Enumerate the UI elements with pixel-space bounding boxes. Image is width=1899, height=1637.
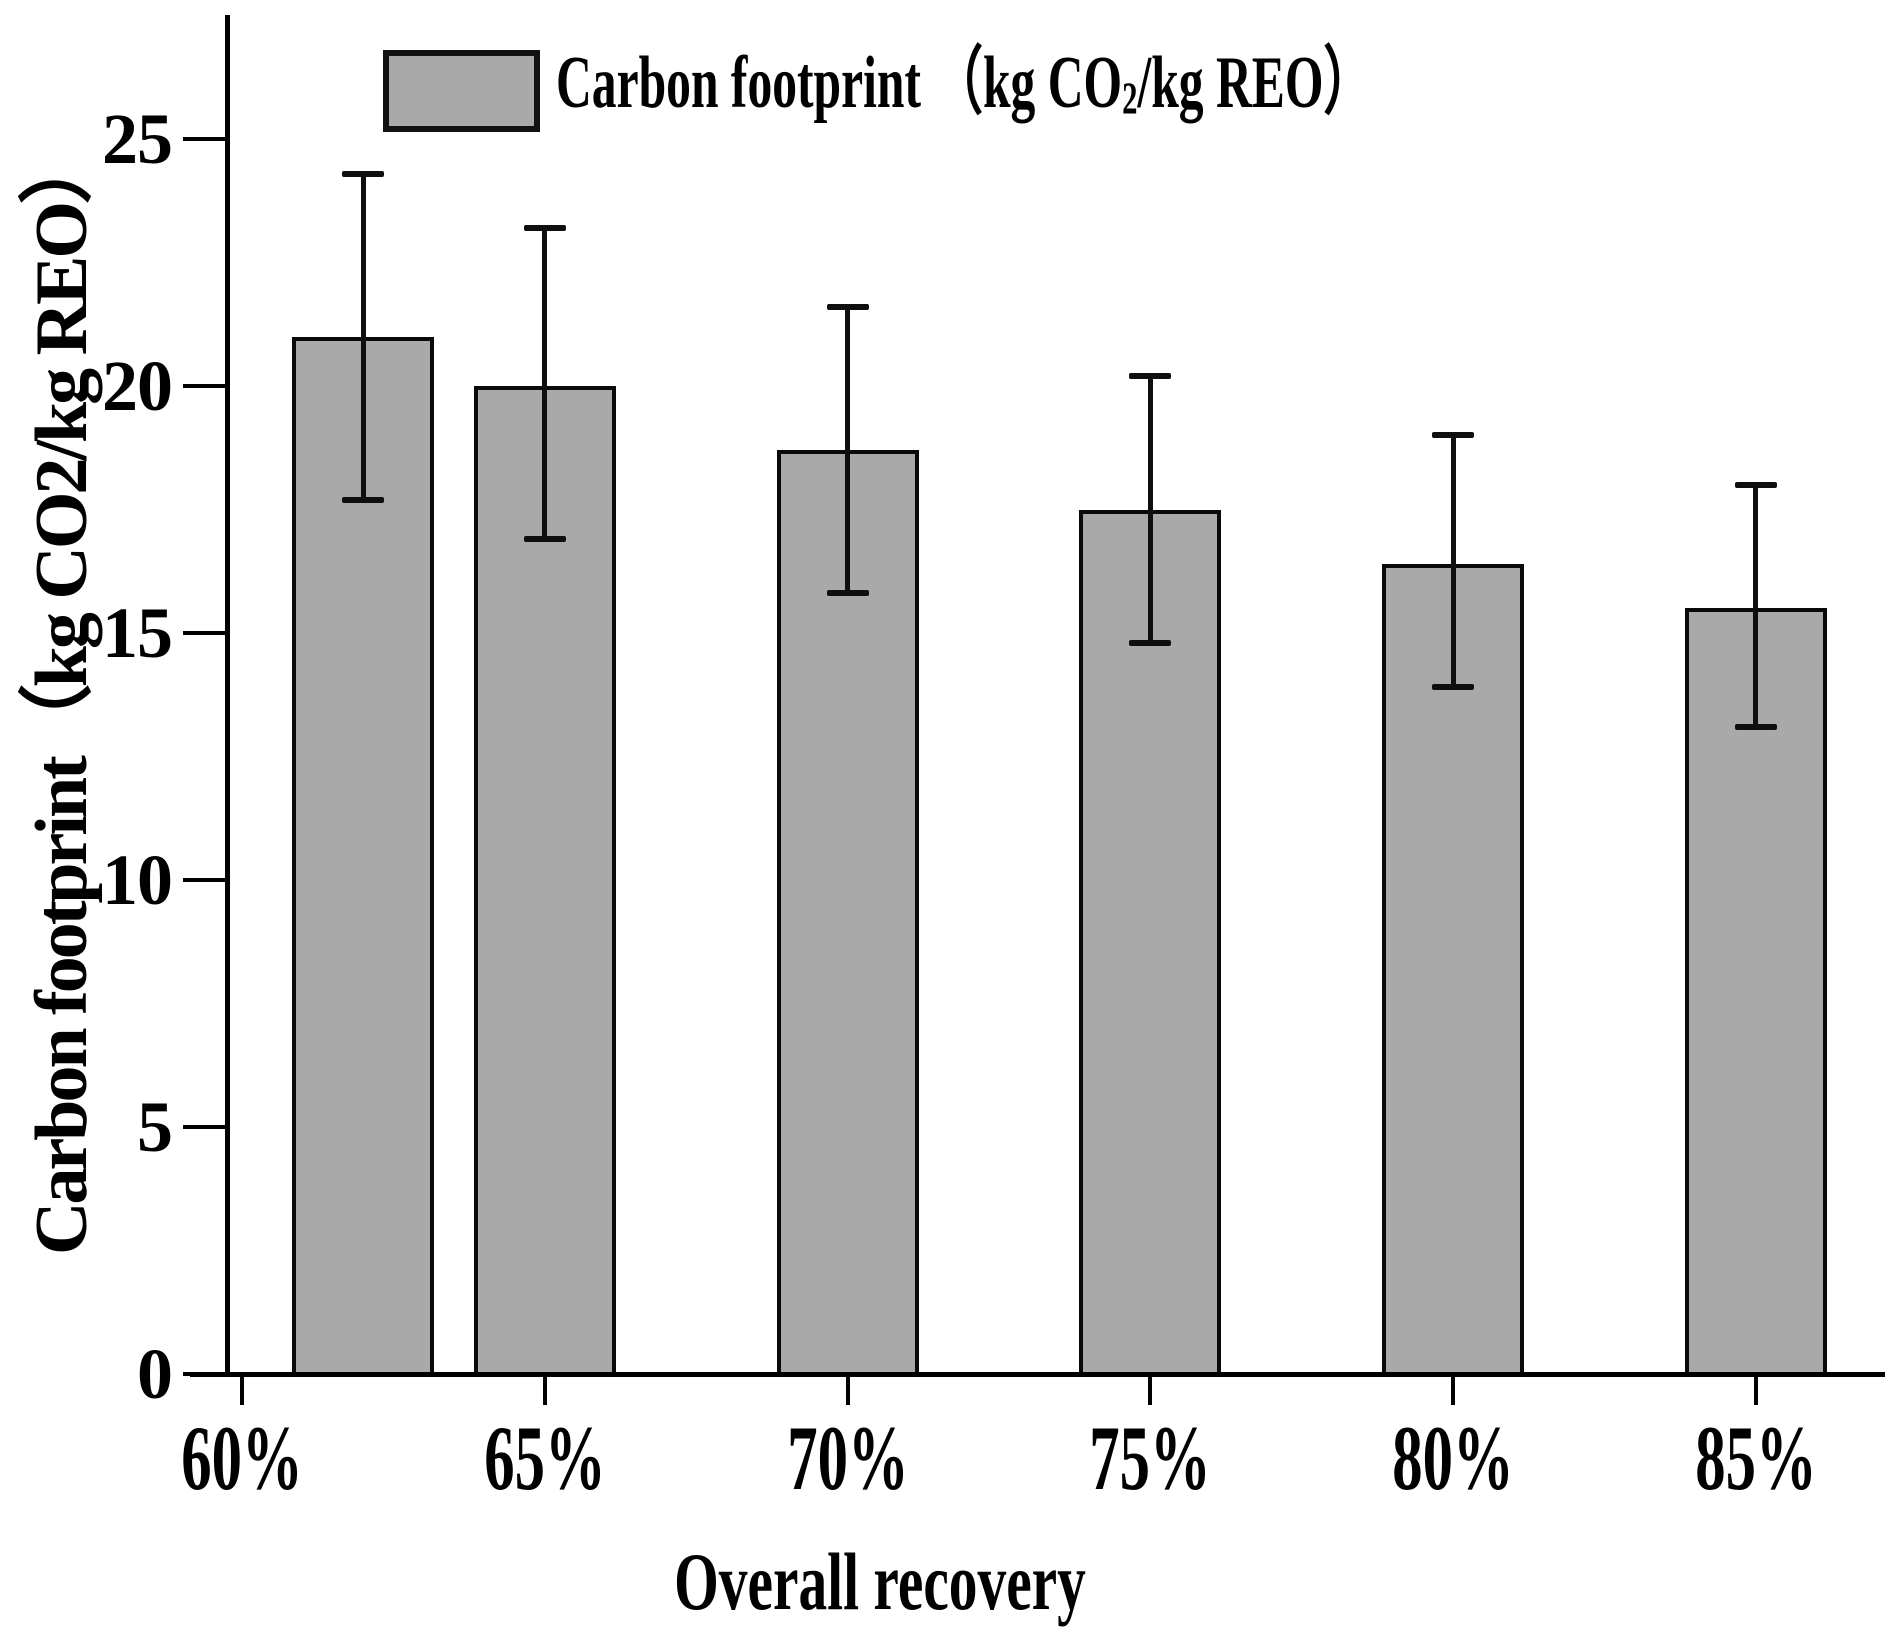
error-bar-cap-bottom <box>1734 723 1777 730</box>
x-axis-line <box>190 1372 1885 1377</box>
y-axis-line <box>225 15 230 1377</box>
error-bar-line <box>542 227 548 540</box>
error-bar-cap-bottom <box>523 536 566 543</box>
y-axis-tick <box>183 384 225 388</box>
error-bar-cap-top <box>1432 432 1474 439</box>
legend-label-prefix: Carbon footprint （kg CO <box>556 42 1123 124</box>
error-bar-cap-bottom <box>342 496 385 503</box>
x-tick-label: 60% <box>181 1407 303 1509</box>
y-tick-label: 20 <box>102 346 173 426</box>
error-bar-cap-top <box>1734 481 1777 488</box>
error-bar-line <box>1753 484 1759 727</box>
x-axis-tick <box>542 1377 547 1405</box>
legend-label-suffix: /kg REO） <box>1137 42 1374 124</box>
y-tick-label: 10 <box>102 840 173 920</box>
x-tick-label: 80% <box>1392 1407 1514 1509</box>
legend-swatch <box>383 49 540 132</box>
x-axis-tick <box>240 1377 244 1405</box>
error-bar-line <box>1450 435 1456 688</box>
error-bar-cap-top <box>523 224 566 231</box>
x-tick-label: 65% <box>484 1407 606 1509</box>
error-bar-line <box>360 173 366 500</box>
x-axis-tick <box>845 1377 850 1405</box>
y-axis-tick <box>183 631 225 635</box>
x-axis-tick <box>1451 1377 1455 1405</box>
y-axis-tick <box>183 878 225 882</box>
error-bar-line <box>1147 376 1153 643</box>
error-bar-cap-top <box>342 170 385 177</box>
y-tick-label: 0 <box>137 1334 173 1414</box>
bar <box>473 386 616 1376</box>
bar <box>1684 608 1827 1376</box>
x-tick-label: 70% <box>786 1407 909 1509</box>
y-tick-label: 25 <box>102 99 173 179</box>
error-bar-cap-top <box>826 303 869 310</box>
bar <box>1079 509 1222 1376</box>
y-tick-label: 5 <box>137 1087 173 1167</box>
error-bar-cap-bottom <box>1129 639 1172 646</box>
legend-label: Carbon footprint （kg CO2/kg REO） <box>556 33 1373 148</box>
legend-label-subscript: 2 <box>1122 72 1138 124</box>
bar <box>292 336 435 1376</box>
y-axis-tick <box>183 137 225 141</box>
x-tick-label: 75% <box>1089 1407 1211 1509</box>
bar <box>1382 563 1524 1376</box>
x-axis-tick <box>1148 1377 1153 1405</box>
error-bar-cap-top <box>1129 373 1172 380</box>
x-axis-tick <box>1753 1377 1758 1405</box>
bar <box>776 450 919 1376</box>
legend: Carbon footprint （kg CO2/kg REO） <box>383 33 1775 148</box>
y-axis-tick <box>183 1125 225 1129</box>
x-tick-label: 85% <box>1695 1407 1817 1509</box>
error-bar-cap-bottom <box>1432 684 1474 691</box>
y-tick-label: 15 <box>102 593 173 673</box>
x-axis-title: Overall recovery <box>674 1536 1086 1627</box>
error-bar-cap-bottom <box>826 590 869 597</box>
error-bar-line <box>845 306 850 594</box>
